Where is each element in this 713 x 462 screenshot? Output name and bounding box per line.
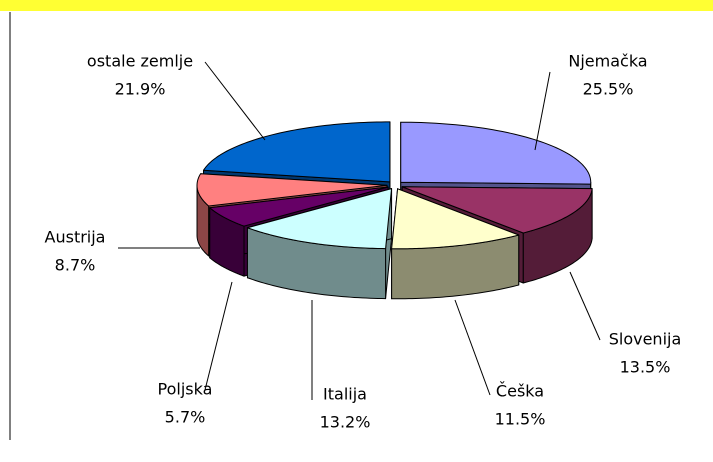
- header-band: [0, 0, 713, 11]
- value-label: 11.5%: [495, 410, 546, 429]
- leader-line: [204, 61, 266, 141]
- slice-top: [203, 121, 391, 183]
- value-label: 25.5%: [583, 80, 634, 99]
- leader-line: [204, 281, 233, 391]
- labels: Njemačka 25.5% Slovenija 13.5% Češka 11.5% Ita…: [45, 52, 682, 432]
- value-label: 13.5%: [620, 358, 671, 377]
- pie: [196, 121, 593, 300]
- value-label: 21.9%: [115, 80, 166, 99]
- category-label: ostale zemlje: [87, 52, 193, 71]
- category-label: Italija: [323, 385, 367, 404]
- value-label: 8.7%: [55, 256, 96, 275]
- slice-top: [246, 188, 393, 250]
- value-label: 13.2%: [320, 413, 371, 432]
- slice-top: [391, 188, 520, 250]
- category-label: Slovenija: [609, 330, 682, 349]
- value-label: 5.7%: [165, 408, 206, 427]
- category-label: Njemačka: [568, 52, 647, 71]
- leader-line: [454, 299, 491, 396]
- category-label: Poljska: [158, 380, 213, 399]
- category-label: Austrija: [45, 228, 106, 247]
- leader-line: [569, 271, 601, 341]
- slice-top: [196, 173, 388, 207]
- slice: [246, 188, 393, 300]
- slice: [391, 188, 520, 300]
- leader-line: [534, 71, 551, 151]
- slice-top: [401, 186, 593, 234]
- category-label: Češka: [496, 382, 544, 401]
- slice-top: [209, 186, 389, 227]
